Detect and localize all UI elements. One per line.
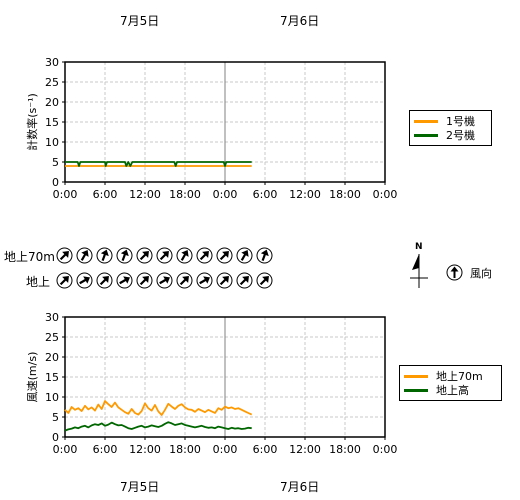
legend-swatch-unit2 <box>414 133 438 137</box>
rowground-wind-arrow-icon <box>136 272 153 289</box>
wind-xtick-label: 6:00 <box>93 443 118 456</box>
count-rate-chart: 0 5 10 15 20 25 30 0:00 6:00 12:00 18:00 0:00 6:00 12… <box>25 56 398 201</box>
count-ytick-label: 20 <box>45 96 59 109</box>
wind-xtick-label: 0:00 <box>213 443 238 456</box>
count-xtick-label: 6:00 <box>253 188 278 201</box>
legend-swatch-70m <box>404 374 428 378</box>
wind-ytick-label: 0 <box>52 431 59 444</box>
legend-item-70m: 地上70m <box>404 370 483 383</box>
wind-xtick-label: 6:00 <box>253 443 278 456</box>
north-label: N <box>415 242 423 252</box>
count-xtick-label: 0:00 <box>53 188 78 201</box>
wind-xtick-label: 12:00 <box>129 443 161 456</box>
count-xtick-label: 6:00 <box>93 188 118 201</box>
wind-ytick-label: 30 <box>45 311 59 324</box>
wind-ylabel: 風速(m/s) <box>26 352 39 403</box>
count-ylabel: 計数率(s⁻¹) <box>25 93 39 151</box>
rowground-wind-arrow-icon <box>96 272 113 289</box>
wind-legend-label: 風向 <box>470 267 492 280</box>
legend-label-ground: 地上高 <box>436 384 469 397</box>
wind-series-1-line <box>64 400 253 416</box>
row70m-wind-arrow-icon <box>236 247 253 264</box>
wind-speed-legend: 地上70m 地上高 <box>399 365 502 401</box>
count-xtick-label: 12:00 <box>289 188 321 201</box>
date-label-bottom-2: 7月6日 <box>280 480 320 494</box>
north-arrow-head <box>412 254 419 270</box>
date-label-top-1: 7月5日 <box>120 14 160 28</box>
wind-row-label-70m: 地上70m <box>4 250 55 264</box>
row70m-wind-arrow-icon <box>156 247 173 264</box>
rowground-wind-arrow-icon <box>236 272 253 289</box>
count-ytick-label: 0 <box>52 176 59 189</box>
wind-series-2-line <box>64 421 252 432</box>
rowground-wind-arrow-icon <box>196 272 213 289</box>
row70m-wind-arrow-icon <box>76 247 93 264</box>
north-indicator: N <box>410 242 428 288</box>
date-label-top-2: 7月6日 <box>280 14 320 28</box>
wind-xtick-label: 18:00 <box>329 443 361 456</box>
legend-item-unit1: 1号機 <box>414 115 475 128</box>
rowground-wind-arrow-icon <box>76 272 93 289</box>
count-xtick-label: 0:00 <box>213 188 238 201</box>
count-series-2-line <box>65 161 252 167</box>
legend-item-unit2: 2号機 <box>414 129 475 142</box>
rowground-wind-arrow-icon <box>256 272 273 289</box>
date-label-bottom-1: 7月5日 <box>120 480 160 494</box>
wind-xtick-label: 18:00 <box>169 443 201 456</box>
count-ytick-label: 25 <box>45 76 59 89</box>
wind-row-label-ground: 地上 <box>26 275 51 289</box>
wind-xtick-label: 0:00 <box>53 443 78 456</box>
row70m-wind-arrow-icon <box>196 247 213 264</box>
row70m-wind-arrow-icon <box>96 247 113 264</box>
wind-speed-chart: 0 5 10 15 20 25 30 0:00 6:00 12:00 18:00 0:00 6:00 12… <box>26 311 398 456</box>
wind-ytick-label: 15 <box>45 371 59 384</box>
rowground-wind-arrow-icon <box>56 272 73 289</box>
row70m-wind-arrow-icon <box>256 247 273 264</box>
count-xtick-label: 18:00 <box>169 188 201 201</box>
count-ytick-label: 30 <box>45 56 59 69</box>
count-xtick-label: 12:00 <box>129 188 161 201</box>
wind-ytick-label: 25 <box>45 331 59 344</box>
wind-ytick-label: 5 <box>52 411 59 424</box>
legend-swatch-ground <box>404 388 428 392</box>
row70m-wind-arrow-icon <box>216 247 233 264</box>
count-rate-legend: 1号機 2号機 <box>409 110 492 146</box>
count-xtick-label: 0:00 <box>373 188 398 201</box>
rowground-wind-arrow-icon <box>176 272 193 289</box>
row70m-wind-arrow-icon <box>116 247 133 264</box>
rowground-wind-arrow-icon <box>116 272 133 289</box>
rowground-wind-arrow-icon <box>156 272 173 289</box>
row70m-wind-arrow-icon <box>56 247 73 264</box>
count-ytick-label: 5 <box>52 156 59 169</box>
wind-legend-arrow-icon <box>446 264 463 281</box>
legend-label-70m: 地上70m <box>436 370 483 383</box>
row70m-wind-arrow-icon <box>176 247 193 264</box>
wind-xtick-label: 12:00 <box>289 443 321 456</box>
wind-ytick-label: 20 <box>45 351 59 364</box>
wind-ytick-label: 10 <box>45 391 59 404</box>
rowground-wind-arrow-icon <box>216 272 233 289</box>
wind-xtick-label: 0:00 <box>373 443 398 456</box>
legend-swatch-unit1 <box>414 119 438 123</box>
row70m-wind-arrow-icon <box>136 247 153 264</box>
count-ytick-label: 15 <box>45 116 59 129</box>
legend-label-unit2: 2号機 <box>446 129 475 142</box>
count-xtick-label: 18:00 <box>329 188 361 201</box>
legend-label-unit1: 1号機 <box>446 115 475 128</box>
legend-item-ground: 地上高 <box>404 384 469 397</box>
count-ytick-label: 10 <box>45 136 59 149</box>
